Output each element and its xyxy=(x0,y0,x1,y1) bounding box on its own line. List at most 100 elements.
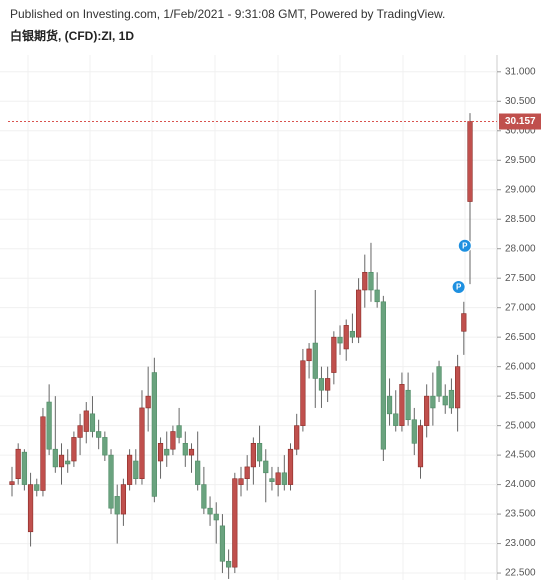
candle-body xyxy=(96,431,102,438)
candle-body xyxy=(226,560,232,568)
candle-body xyxy=(77,425,83,438)
candle-body xyxy=(244,466,250,479)
candle-body xyxy=(343,325,349,350)
candle-body xyxy=(83,410,89,432)
candle-body xyxy=(15,448,21,479)
candle-body xyxy=(325,378,331,391)
candle-body xyxy=(455,366,461,409)
candle-body xyxy=(374,289,380,303)
candle-body xyxy=(355,289,362,338)
y-tick-label: 25.500 xyxy=(505,391,536,402)
candle-body xyxy=(436,366,442,397)
candle-body xyxy=(65,460,71,465)
candle-body xyxy=(89,413,96,432)
candle-body xyxy=(40,416,46,491)
candle-body xyxy=(294,425,300,450)
candle-body xyxy=(164,448,170,456)
y-tick-label: 30.000 xyxy=(505,125,536,136)
candle-body xyxy=(318,378,325,391)
event-marker xyxy=(457,238,472,253)
candle-body xyxy=(393,413,399,426)
candle-body xyxy=(213,513,219,521)
y-tick-label: 29.000 xyxy=(505,184,536,195)
candle-body xyxy=(269,478,275,482)
y-tick-label: 27.000 xyxy=(505,302,536,313)
candle-body xyxy=(430,395,436,409)
candle-body xyxy=(102,437,108,456)
candle-body xyxy=(287,448,294,485)
y-tick-label: 28.000 xyxy=(505,243,536,254)
candle-body xyxy=(188,448,195,456)
candle-body xyxy=(176,425,182,438)
candle-body xyxy=(312,342,318,379)
candle-body xyxy=(256,443,263,462)
y-tick-label: 25.000 xyxy=(505,420,536,431)
candle-body xyxy=(417,425,424,468)
candle-body xyxy=(170,431,176,450)
candle-body xyxy=(46,401,52,450)
y-tick-label: 28.500 xyxy=(505,214,536,225)
candle-body xyxy=(337,336,343,344)
candle-body xyxy=(195,460,201,485)
y-tick-label: 24.000 xyxy=(505,479,536,490)
candle-body xyxy=(114,496,120,515)
candle-body xyxy=(386,395,393,415)
candle-body xyxy=(34,484,40,491)
published-note: Published on Investing.com, 1/Feb/2021 -… xyxy=(10,7,445,21)
event-marker xyxy=(451,280,466,295)
candle-body xyxy=(442,395,448,406)
candle-body xyxy=(467,121,473,202)
candle-body xyxy=(133,460,139,479)
y-tick-label: 26.500 xyxy=(505,332,536,343)
candle-body xyxy=(201,484,207,509)
chart-title: 白银期货, (CFD):ZI, 1D xyxy=(10,28,134,43)
candle-body xyxy=(399,384,405,426)
candle-body xyxy=(368,271,374,291)
candle-body xyxy=(362,271,368,291)
candle-body xyxy=(182,443,188,456)
y-tick-label: 30.500 xyxy=(505,96,536,107)
candle-body xyxy=(238,478,244,485)
candle-body xyxy=(139,407,145,479)
candle-body xyxy=(300,360,306,426)
candle-body xyxy=(21,451,27,485)
y-tick-label: 27.500 xyxy=(505,273,536,284)
candle-body xyxy=(145,395,151,409)
candle-body xyxy=(27,484,34,533)
candle-body xyxy=(207,507,213,515)
vertical-grid xyxy=(27,55,466,580)
event-marker-label: P xyxy=(462,241,468,250)
candle-body xyxy=(275,472,281,485)
candle-body xyxy=(151,372,157,497)
candle-body xyxy=(405,389,411,421)
candle-body xyxy=(108,454,114,509)
candle-body xyxy=(306,348,312,362)
event-marker-label: P xyxy=(456,283,462,292)
y-tick-label: 23.500 xyxy=(505,509,536,520)
last-price-label: 30.157 xyxy=(505,116,536,127)
last-price-box xyxy=(499,113,541,130)
candle-body xyxy=(232,478,238,568)
candle-body xyxy=(263,460,269,474)
candle-body xyxy=(411,419,417,444)
candle-body xyxy=(58,454,65,468)
candle-body xyxy=(349,330,356,338)
y-tick-label: 23.000 xyxy=(505,538,536,549)
candle-body xyxy=(120,484,127,515)
candle-body xyxy=(331,336,337,373)
candle-body xyxy=(281,472,287,485)
candle-body xyxy=(461,313,467,332)
candle-body xyxy=(126,454,133,485)
y-tick-label: 31.000 xyxy=(505,66,536,77)
y-tick-label: 29.500 xyxy=(505,155,536,166)
candle-body xyxy=(448,389,455,409)
candle-body xyxy=(250,443,256,468)
y-tick-label: 24.500 xyxy=(505,450,536,461)
candle-body xyxy=(157,443,164,462)
y-tick-label: 26.000 xyxy=(505,361,536,372)
candle-body xyxy=(380,301,386,450)
y-tick-label: 22.500 xyxy=(505,568,536,579)
candle-body xyxy=(424,395,430,426)
